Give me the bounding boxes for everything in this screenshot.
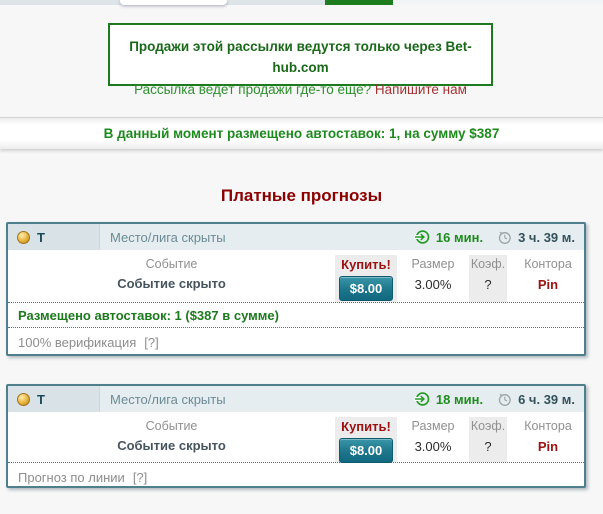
notice-line2: Рассылка ведёт продажи где-то ещё? Напиш…: [110, 78, 491, 101]
footer-text: 100% верификация: [18, 335, 137, 350]
sport-badge: T: [8, 224, 100, 250]
price-button[interactable]: $8.00: [338, 438, 394, 463]
odds-header: Коэф.: [470, 257, 506, 271]
bookie-value: Pin: [537, 439, 559, 454]
size-column: Размер 3.00%: [402, 417, 464, 462]
odds-value: ?: [484, 439, 492, 454]
bookie-header: Контора: [524, 419, 572, 433]
place-league: Место/лига скрыты: [100, 224, 414, 250]
coin-icon: [17, 230, 30, 244]
contact-us-link[interactable]: Напишите нам: [374, 82, 467, 97]
autobets-status-bar: В данный момент размещено автоставок: 1,…: [0, 117, 603, 149]
event-countdown: 3 ч. 39 м.: [518, 229, 575, 245]
enter-arrow-icon: [414, 392, 430, 406]
exclusive-sales-notice: Продажи этой рассылки ведутся только чер…: [108, 23, 493, 97]
coin-icon: [17, 392, 30, 406]
event-hidden-text: Событие скрыто: [117, 276, 226, 291]
footer-text: Прогноз по линии: [18, 470, 125, 485]
size-value: 3.00%: [414, 277, 452, 292]
card-footer: 100% верификация [?]: [8, 328, 584, 357]
size-column: Размер 3.00%: [402, 255, 464, 302]
stopwatch-icon: [498, 393, 511, 406]
sport-letter: T: [37, 229, 45, 245]
event-hidden-text: Событие скрыто: [117, 438, 226, 453]
bookie-column: Контора Pin: [512, 417, 584, 462]
event-row: Событие Событие скрыто Купить! $8.00 Раз…: [8, 412, 584, 463]
odds-column: Коэф. ?: [469, 255, 507, 302]
times-box: 16 мин. 3 ч. 39 м.: [413, 224, 584, 250]
event-countdown: 6 ч. 39 м.: [518, 391, 575, 407]
buy-column: Купить! $8.00: [335, 417, 397, 463]
forecast-card: T Место/лига скрыты 16 мин. 3 ч. 39 м.: [6, 222, 586, 356]
autobets-row: Размещено автоставок: 1 ($387 в сумме): [18, 308, 279, 323]
bookie-column: Контора Pin: [512, 255, 584, 302]
help-link[interactable]: [?]: [144, 335, 159, 350]
stopwatch-icon: [498, 231, 511, 244]
browser-tab-remnant[interactable]: [120, 0, 227, 5]
bookie-header: Контора: [524, 257, 572, 271]
odds-header: Коэф.: [470, 419, 506, 433]
sale-countdown: 16 мин.: [435, 229, 484, 245]
dotted-divider: [8, 327, 584, 328]
place-league: Место/лига скрыты: [100, 386, 414, 412]
odds-column: Коэф. ?: [469, 417, 507, 462]
dotted-divider: [8, 462, 584, 463]
toolbar-segment: [393, 0, 603, 4]
notice-question: Рассылка ведёт продажи где-то ещё?: [134, 82, 375, 97]
dotted-divider: [8, 302, 584, 303]
price-button[interactable]: $8.00: [338, 276, 394, 301]
event-header: Событие: [145, 419, 198, 433]
active-tab-underline: [325, 0, 393, 5]
autobets-status-text: В данный момент размещено автоставок: 1,…: [103, 126, 500, 141]
odds-value: ?: [484, 277, 492, 292]
times-box: 18 мин. 6 ч. 39 м.: [413, 386, 584, 412]
card-footer: Прогноз по линии [?]: [8, 463, 584, 492]
card-header: T Место/лига скрыты 16 мин. 3 ч. 39 м.: [8, 224, 584, 250]
size-header: Размер: [411, 257, 455, 271]
buy-column: Купить! $8.00: [335, 255, 397, 302]
event-column: Событие Событие скрыто: [8, 417, 335, 462]
enter-arrow-icon: [414, 230, 430, 244]
size-header: Размер: [411, 419, 455, 433]
sport-badge: T: [8, 386, 100, 412]
notice-line1: Продажи этой рассылки ведутся только чер…: [129, 39, 472, 75]
top-toolbar-remnant: [0, 0, 603, 5]
event-column: Событие Событие скрыто: [8, 255, 335, 302]
bookie-value: Pin: [537, 277, 559, 292]
event-row: Событие Событие скрыто Купить! $8.00 Раз…: [8, 250, 584, 302]
event-header: Событие: [145, 257, 198, 271]
buy-link[interactable]: Купить!: [341, 257, 391, 272]
sport-letter: T: [37, 391, 45, 407]
buy-link[interactable]: Купить!: [341, 419, 391, 434]
page-title: Платные прогнозы: [220, 186, 383, 205]
help-link[interactable]: [?]: [132, 470, 148, 485]
forecast-card: T Место/лига скрыты 18 мин. 6 ч. 39 м.: [6, 384, 586, 488]
size-value: 3.00%: [414, 439, 452, 454]
sale-countdown: 18 мин.: [435, 391, 484, 407]
card-header: T Место/лига скрыты 18 мин. 6 ч. 39 м.: [8, 386, 584, 412]
